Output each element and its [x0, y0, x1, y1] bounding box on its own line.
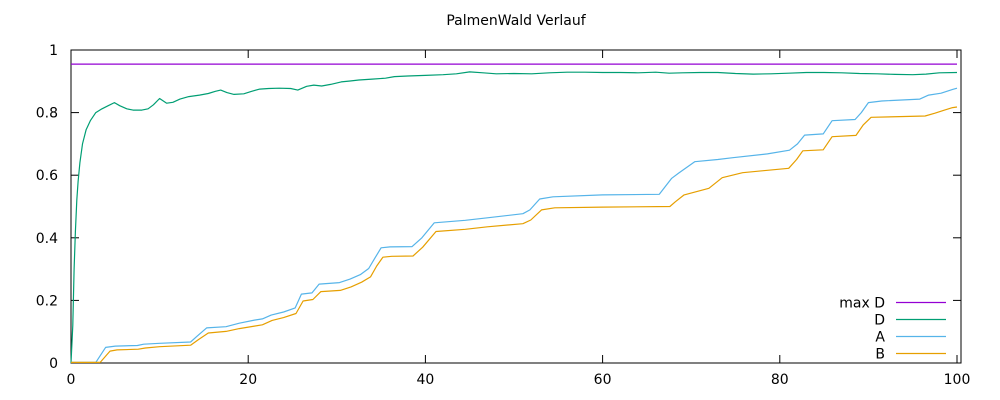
y-tick-label: 0	[49, 356, 58, 372]
legend-label-A: A	[875, 330, 885, 346]
chart-title: PalmenWald Verlauf	[446, 13, 586, 29]
x-tick-label: 40	[416, 372, 434, 388]
y-tick-label: 0.8	[36, 106, 58, 122]
x-tick-label: 60	[594, 372, 612, 388]
legend-label-D: D	[874, 313, 885, 329]
x-tick-label: 20	[239, 372, 257, 388]
series-line-D	[70, 71, 958, 364]
legend-label-B: B	[875, 347, 885, 363]
series-line-A	[71, 87, 958, 363]
y-tick-label: 0.6	[36, 168, 58, 184]
y-tick-label: 0.2	[36, 293, 58, 309]
series-line-B	[71, 106, 958, 363]
x-tick-label: 80	[771, 372, 789, 388]
plot-border	[70, 49, 962, 364]
legend-label-max-D: max D	[839, 296, 885, 312]
y-tick-label: 0.4	[36, 231, 58, 247]
y-tick-label: 1	[49, 43, 58, 59]
x-tick-label: 0	[67, 372, 76, 388]
x-tick-label: 100	[944, 372, 971, 388]
